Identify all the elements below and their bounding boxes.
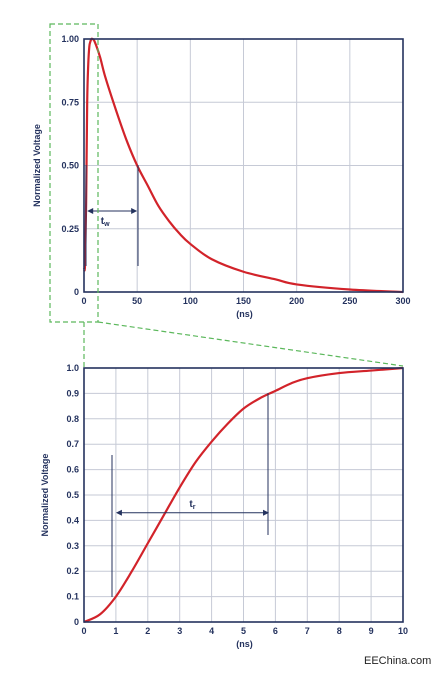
x-tick-label: 7 xyxy=(305,626,310,636)
x-tick-label: 8 xyxy=(337,626,342,636)
annotation-label: tw xyxy=(101,216,110,228)
y-tick-label: 1.0 xyxy=(66,363,79,373)
x-tick-label: 10 xyxy=(398,626,408,636)
y-tick-label: 0 xyxy=(74,617,79,627)
annotation-group: tr xyxy=(111,393,270,597)
chart-pulse-width: tw 0 50 100 150 200 250 300 00.250.500.751.00 … xyxy=(32,34,411,319)
x-tick-label: 9 xyxy=(369,626,374,636)
y-tick-label: 0.3 xyxy=(66,541,79,551)
x-tick-label: 0 xyxy=(81,626,86,636)
y-tick-label: 0.6 xyxy=(66,465,79,475)
chart-rise-time: tr 0 1 2 3 4 5 6 7 8 9 10 0 0.1 0.2 0.3 0.4 0.5 0.6 0.7 0.… xyxy=(40,363,408,649)
x-axis-label: (ns) xyxy=(236,309,253,319)
y-tick-label: 0.4 xyxy=(66,515,79,525)
y-tick-label: 0.50 xyxy=(61,161,79,171)
y-tick-labels: 0 0.1 0.2 0.3 0.4 0.5 0.6 0.7 0.8 0.9 1.0 xyxy=(66,363,79,627)
x-tick-labels: 0 1 2 3 4 5 6 7 8 9 10 xyxy=(81,626,408,636)
zoom-box xyxy=(49,23,99,323)
arrow-head-right xyxy=(131,208,138,215)
x-tick-label: 100 xyxy=(183,296,198,306)
y-axis-label: Normalized Voltage xyxy=(40,454,50,537)
x-axis-label: (ns) xyxy=(236,639,253,649)
x-tick-label: 250 xyxy=(342,296,357,306)
arrow-head-left xyxy=(115,509,122,516)
x-tick-label: 5 xyxy=(241,626,246,636)
x-tick-label: 2 xyxy=(145,626,150,636)
annotation-label: tr xyxy=(189,499,195,511)
plot-frame xyxy=(83,38,404,293)
series-line xyxy=(83,366,404,624)
annotation-group: tw xyxy=(85,165,139,266)
y-tick-label: 0.25 xyxy=(61,224,79,234)
x-tick-label: 3 xyxy=(177,626,182,636)
x-tick-label: 6 xyxy=(273,626,278,636)
x-tick-label: 4 xyxy=(209,626,214,636)
x-tick-label: 200 xyxy=(289,296,304,306)
grid xyxy=(84,39,403,292)
x-tick-label: 0 xyxy=(81,296,86,306)
x-tick-label: 1 xyxy=(113,626,118,636)
y-tick-labels: 0 0.25 0.50 0.75 1.00 xyxy=(61,34,79,297)
x-tick-label: 50 xyxy=(132,296,142,306)
y-tick-label: 0.9 xyxy=(66,388,79,398)
series-line xyxy=(82,37,404,294)
y-tick-label: 0.2 xyxy=(66,566,79,576)
y-tick-label: 0.1 xyxy=(66,592,79,602)
zoom-indicator xyxy=(49,23,404,368)
x-tick-label: 150 xyxy=(236,296,251,306)
x-tick-labels: 0 50 100 150 200 250 300 xyxy=(81,296,410,306)
zoom-connector-right xyxy=(97,321,404,367)
arrow-head-left xyxy=(87,208,94,215)
y-tick-label: 0.5 xyxy=(66,490,79,500)
x-tick-label: 300 xyxy=(395,296,410,306)
y-tick-label: 1.00 xyxy=(61,34,79,44)
y-tick-label: 0.8 xyxy=(66,414,79,424)
y-axis-label: Normalized Voltage xyxy=(32,124,42,207)
y-tick-label: 0 xyxy=(74,287,79,297)
plot-frame xyxy=(83,367,404,623)
grid xyxy=(84,368,403,622)
watermark: EEChina.com xyxy=(364,655,431,667)
y-tick-label: 0.7 xyxy=(66,439,79,449)
arrow-head-right xyxy=(263,509,270,516)
y-tick-label: 0.75 xyxy=(61,97,79,107)
